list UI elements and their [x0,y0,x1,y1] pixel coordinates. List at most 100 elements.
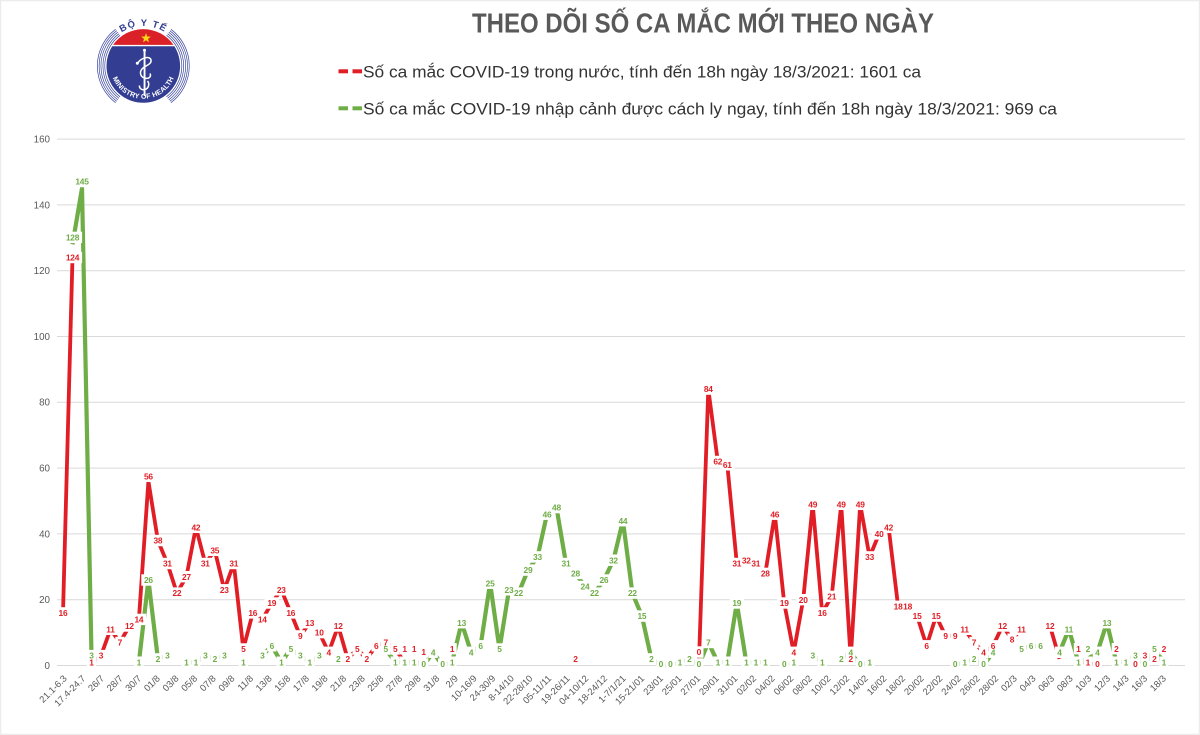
svg-text:1: 1 [716,657,721,667]
svg-text:1: 1 [279,657,284,667]
svg-text:1: 1 [412,657,417,667]
svg-text:42: 42 [884,522,893,532]
svg-text:1: 1 [791,657,796,667]
svg-text:0: 0 [45,661,51,672]
svg-text:1: 1 [137,657,142,667]
svg-text:3: 3 [810,651,815,661]
svg-text:100: 100 [34,332,51,343]
svg-text:11: 11 [960,624,969,634]
svg-text:0: 0 [668,659,673,669]
svg-text:2: 2 [364,654,369,664]
svg-text:5: 5 [289,644,294,654]
svg-text:6: 6 [924,641,929,651]
svg-text:3: 3 [89,651,94,661]
svg-text:2: 2 [1086,644,1091,654]
svg-text:6: 6 [1038,641,1043,651]
svg-text:3: 3 [317,651,322,661]
svg-text:22: 22 [514,588,523,598]
svg-text:4: 4 [431,647,436,657]
svg-text:16: 16 [818,608,827,618]
svg-text:11: 11 [1065,624,1074,634]
svg-text:3: 3 [1143,651,1148,661]
svg-text:60: 60 [39,464,50,475]
svg-text:3: 3 [99,651,104,661]
svg-text:4: 4 [991,647,996,657]
svg-text:4: 4 [791,647,796,657]
svg-text:0: 0 [659,659,664,669]
svg-text:8: 8 [1010,634,1015,644]
svg-text:2: 2 [839,654,844,664]
svg-text:61: 61 [723,460,732,470]
svg-text:9: 9 [298,631,303,641]
svg-text:20: 20 [799,595,808,605]
svg-text:23: 23 [220,585,229,595]
svg-text:1: 1 [241,657,246,667]
svg-text:1: 1 [412,644,417,654]
svg-text:0: 0 [858,659,863,669]
svg-text:10: 10 [315,628,324,638]
svg-text:18: 18 [903,601,912,611]
svg-text:1: 1 [867,657,872,667]
svg-text:25: 25 [486,578,495,588]
svg-text:7: 7 [118,638,123,648]
svg-text:40: 40 [875,529,884,539]
svg-text:29: 29 [524,565,533,575]
svg-text:3: 3 [260,651,265,661]
svg-text:145: 145 [75,177,89,187]
svg-text:33: 33 [865,552,874,562]
svg-text:1: 1 [89,657,94,667]
svg-text:2: 2 [687,654,692,664]
svg-text:11: 11 [1017,624,1026,634]
svg-text:5: 5 [1152,644,1157,654]
svg-text:2: 2 [156,654,161,664]
svg-text:4: 4 [1095,647,1100,657]
svg-text:56: 56 [144,471,153,481]
svg-text:31: 31 [201,559,210,569]
svg-text:5: 5 [383,644,388,654]
svg-text:0: 0 [1133,659,1138,669]
svg-text:0: 0 [782,659,787,669]
svg-text:12: 12 [125,621,134,631]
svg-text:1: 1 [307,657,312,667]
svg-text:15: 15 [932,611,941,621]
svg-text:160: 160 [34,135,51,146]
svg-text:1: 1 [402,644,407,654]
svg-text:1: 1 [754,657,759,667]
svg-text:16: 16 [59,608,68,618]
svg-text:13: 13 [305,618,314,628]
svg-text:2: 2 [848,654,853,664]
svg-text:1: 1 [1124,657,1129,667]
svg-text:31: 31 [562,559,571,569]
svg-text:5: 5 [1019,644,1024,654]
svg-text:26: 26 [144,575,153,585]
svg-text:1: 1 [450,657,455,667]
svg-text:19: 19 [267,598,276,608]
svg-text:1: 1 [763,657,768,667]
svg-text:1: 1 [1076,657,1081,667]
svg-text:5: 5 [241,644,246,654]
svg-text:84: 84 [704,384,713,394]
svg-text:THEO DÕI SỐ CA MẮC MỚI THEO NG: THEO DÕI SỐ CA MẮC MỚI THEO NGÀY [472,7,934,39]
svg-text:6: 6 [374,641,379,651]
svg-text:0: 0 [981,659,986,669]
svg-text:1: 1 [962,657,967,667]
svg-text:32: 32 [742,555,751,565]
svg-text:6: 6 [991,641,996,651]
svg-text:16: 16 [286,608,295,618]
svg-text:46: 46 [770,509,779,519]
svg-text:18: 18 [894,601,903,611]
svg-text:22: 22 [172,588,181,598]
svg-text:2: 2 [336,654,341,664]
svg-text:26: 26 [599,575,608,585]
svg-text:48: 48 [552,503,561,513]
svg-text:2: 2 [972,654,977,664]
svg-text:Số ca mắc COVID-19 nhập cảnh đ: Số ca mắc COVID-19 nhập cảnh được cách l… [363,100,1058,119]
svg-text:2: 2 [213,654,218,664]
svg-text:5: 5 [497,644,502,654]
svg-text:14: 14 [134,615,143,625]
svg-text:5: 5 [355,644,360,654]
svg-text:0: 0 [1143,659,1148,669]
svg-text:15: 15 [637,611,646,621]
svg-text:80: 80 [39,398,50,409]
svg-text:4: 4 [469,647,474,657]
